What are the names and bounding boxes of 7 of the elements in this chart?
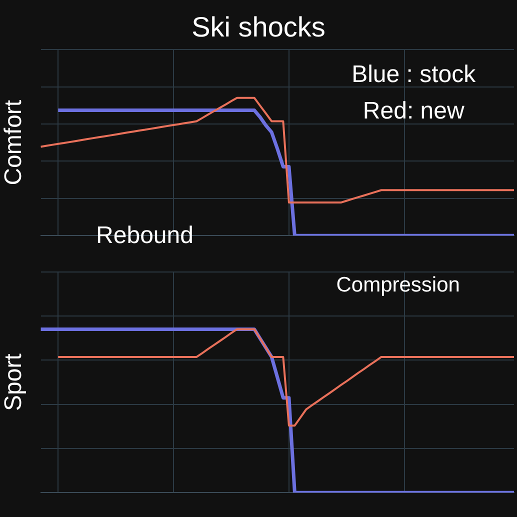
y-axis-title: Sport (0, 353, 28, 411)
annotation: Rebound (96, 222, 194, 250)
text: Compression (336, 273, 460, 296)
text: Blue : stock (352, 61, 477, 88)
y-axis-title: Comfort (0, 100, 28, 186)
annotation: Red: new (362, 97, 465, 124)
chart-title: Ski shocks (192, 12, 326, 43)
